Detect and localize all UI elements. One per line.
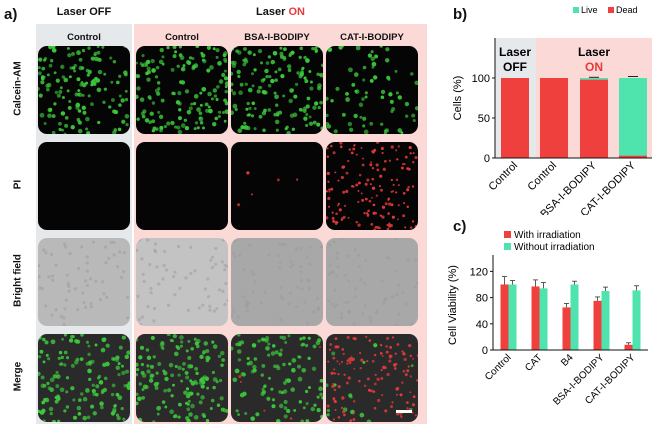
micrograph-tile xyxy=(326,334,418,422)
x-tick-label: CAT xyxy=(523,352,544,373)
bar-with-irradiation xyxy=(562,307,571,350)
bar-without-irradiation xyxy=(601,291,610,350)
bar-live xyxy=(580,78,608,80)
micrograph-tile xyxy=(231,46,323,134)
row-label-calcein: Calcein-AM xyxy=(12,61,24,116)
y-tick-label: 40 xyxy=(476,319,488,331)
bar-live xyxy=(619,78,647,156)
column-header-control-off: Control xyxy=(67,32,101,43)
bar-with-irradiation xyxy=(593,300,602,350)
y-tick-label: 0 xyxy=(484,153,490,165)
legend-with-irradiation-swatch xyxy=(504,231,511,238)
bar-without-irradiation xyxy=(570,284,579,350)
bar-dead xyxy=(540,78,568,158)
column-header-control-on: Control xyxy=(165,32,199,43)
laser-on-highlight: ON xyxy=(288,6,305,18)
legend-dead-label: Dead xyxy=(616,5,638,15)
row-label-pi: PI xyxy=(12,179,24,190)
panel-a-letter: a) xyxy=(4,6,18,23)
micrograph-tile xyxy=(326,142,418,230)
chart-cell-viability: With irradiation Without irradiation Con… xyxy=(447,230,648,408)
bar-without-irradiation xyxy=(539,288,548,350)
legend-without-irradiation-label: Without irradiation xyxy=(514,242,595,253)
x-tick-label: Control xyxy=(526,160,560,194)
chart-cells-percent: Laser OFF Laser ON Live Dead Control Cont… xyxy=(452,5,652,215)
chart-b-inset-on-1: Laser xyxy=(578,45,610,59)
micrograph-tile xyxy=(38,238,130,326)
laser-off-header: Laser OFF xyxy=(56,6,112,18)
laser-on-prefix: Laser xyxy=(256,6,289,18)
panel-c-letter: c) xyxy=(453,218,467,235)
micrograph-tile xyxy=(38,142,130,230)
legend-without-irradiation-swatch xyxy=(504,243,511,250)
chart-c-ylabel: Cell Viability (%) xyxy=(447,265,459,345)
bar-without-irradiation xyxy=(632,290,641,350)
legend-dead-swatch xyxy=(608,7,614,13)
bar-dead xyxy=(619,155,647,158)
chart-b-inset-off-2: OFF xyxy=(503,60,527,74)
micrograph-tile xyxy=(326,238,418,326)
bar-with-irradiation xyxy=(500,284,509,350)
laser-on-header: Laser ON xyxy=(134,6,427,18)
chart-b-legend: Live Dead xyxy=(573,5,638,15)
y-tick-label: 120 xyxy=(470,266,488,278)
bar-without-irradiation xyxy=(508,284,517,350)
scale-bar xyxy=(396,410,412,413)
legend-live-swatch xyxy=(573,7,579,13)
column-header-bsa: BSA-I-BODIPY xyxy=(244,32,310,43)
legend-live-label: Live xyxy=(581,5,598,15)
row-label-merge: Merge xyxy=(12,361,24,392)
column-header-cat: CAT-I-BODIPY xyxy=(340,32,404,43)
chart-b-inset-off-1: Laser xyxy=(499,45,531,59)
micrograph-tile xyxy=(136,238,228,326)
chart-b-ylabel: Cells (%) xyxy=(452,76,464,121)
bar-with-irradiation xyxy=(531,286,540,350)
micrograph-tile xyxy=(136,334,228,422)
micrograph-tile xyxy=(326,46,418,134)
micrograph-tile xyxy=(231,142,323,230)
bar-dead xyxy=(580,79,608,158)
y-tick-label: 100 xyxy=(472,73,490,85)
x-tick-label: Control xyxy=(487,160,521,194)
x-tick-label: B4 xyxy=(559,352,576,369)
micrograph-tile xyxy=(231,334,323,422)
bar-with-irradiation xyxy=(624,344,633,350)
row-label-bright: Bright field xyxy=(12,254,24,307)
y-tick-label: 50 xyxy=(478,113,490,125)
legend-with-irradiation-label: With irradiation xyxy=(514,230,581,241)
y-tick-label: 0 xyxy=(482,345,488,357)
chart-c-legend: With irradiation Without irradiation xyxy=(504,230,595,253)
micrograph-tile xyxy=(231,238,323,326)
micrograph-tile xyxy=(38,334,130,422)
chart-b-inset-on-2: ON xyxy=(585,60,603,74)
panel-b-letter: b) xyxy=(453,6,468,23)
y-tick-label: 80 xyxy=(476,293,488,305)
micrograph-tile xyxy=(38,46,130,134)
bar-dead xyxy=(501,78,529,158)
micrograph-tile xyxy=(136,142,228,230)
micrograph-tile xyxy=(136,46,228,134)
